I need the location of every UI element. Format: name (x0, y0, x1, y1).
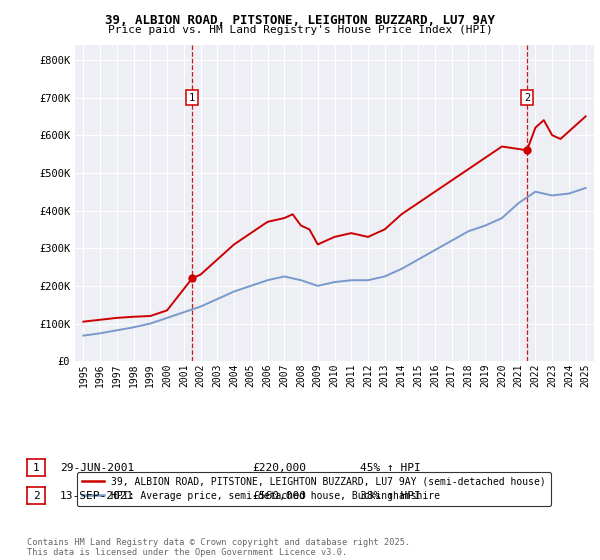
Text: 13-SEP-2021: 13-SEP-2021 (60, 491, 134, 501)
Text: 45% ↑ HPI: 45% ↑ HPI (360, 463, 421, 473)
Text: £560,000: £560,000 (252, 491, 306, 501)
Text: Contains HM Land Registry data © Crown copyright and database right 2025.
This d: Contains HM Land Registry data © Crown c… (27, 538, 410, 557)
Legend: 39, ALBION ROAD, PITSTONE, LEIGHTON BUZZARD, LU7 9AY (semi-detached house), HPI:: 39, ALBION ROAD, PITSTONE, LEIGHTON BUZZ… (77, 472, 551, 506)
Text: 1: 1 (189, 92, 196, 102)
Text: 29-JUN-2001: 29-JUN-2001 (60, 463, 134, 473)
Text: 39, ALBION ROAD, PITSTONE, LEIGHTON BUZZARD, LU7 9AY: 39, ALBION ROAD, PITSTONE, LEIGHTON BUZZ… (105, 14, 495, 27)
Text: Price paid vs. HM Land Registry's House Price Index (HPI): Price paid vs. HM Land Registry's House … (107, 25, 493, 35)
Text: 2: 2 (524, 92, 530, 102)
Text: 1: 1 (32, 463, 40, 473)
Text: 2: 2 (32, 491, 40, 501)
Text: £220,000: £220,000 (252, 463, 306, 473)
Text: 38% ↑ HPI: 38% ↑ HPI (360, 491, 421, 501)
